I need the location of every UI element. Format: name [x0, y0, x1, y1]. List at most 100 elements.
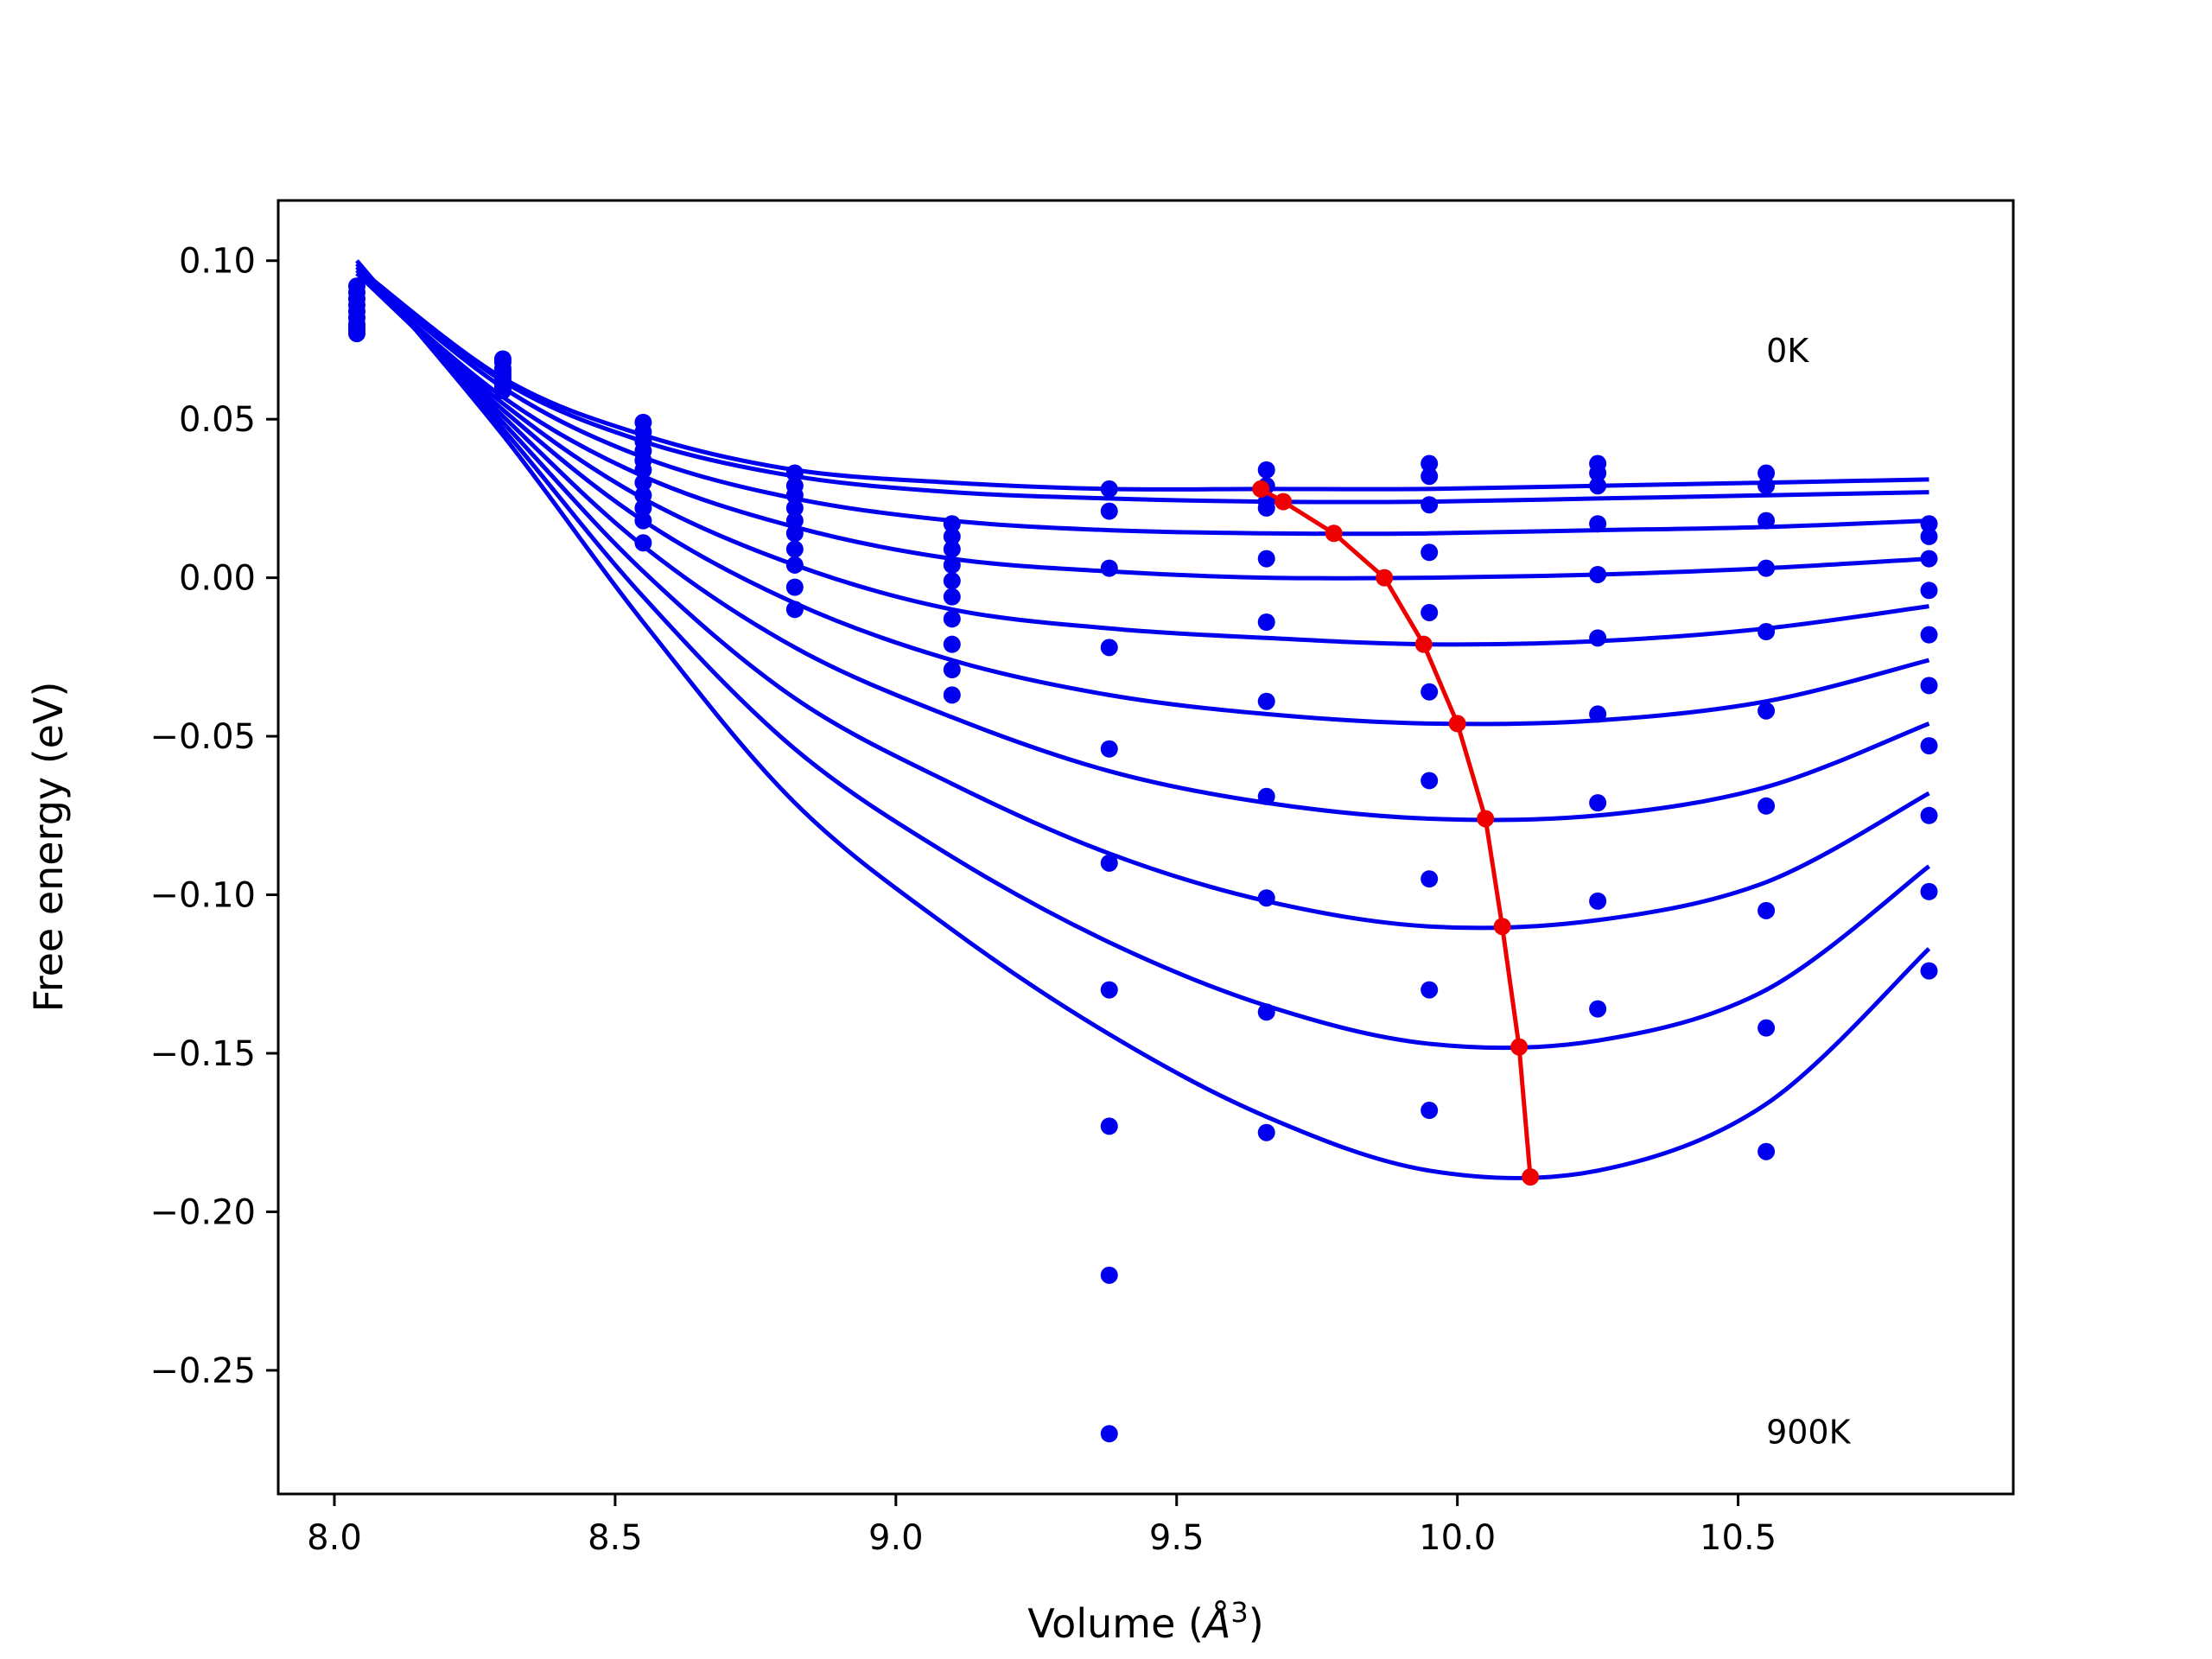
data-point: [1421, 496, 1439, 514]
minimum-point: [1522, 1168, 1540, 1186]
fit-curve-9: [355, 259, 1931, 1180]
data-point: [1257, 499, 1275, 517]
data-point: [1421, 543, 1439, 562]
data-point: [1589, 464, 1607, 482]
minimum-point: [1493, 918, 1511, 936]
data-point: [1589, 629, 1607, 647]
data-point: [1758, 464, 1776, 482]
data-point: [1421, 454, 1439, 473]
data-point: [1920, 550, 1938, 568]
data-point: [634, 486, 652, 505]
data-point: [1589, 565, 1607, 583]
x-tick-label: 10.5: [1700, 1518, 1777, 1558]
y-tick-label: 0.05: [179, 400, 256, 440]
data-point: [634, 499, 652, 517]
fit-curve-6: [355, 268, 1930, 823]
fit-curves: [355, 259, 1931, 1180]
data-point: [1257, 461, 1275, 479]
data-point: [943, 515, 961, 533]
data-point: [634, 512, 652, 530]
data-point: [785, 578, 804, 596]
data-point: [1100, 740, 1118, 758]
data-point: [1920, 626, 1938, 644]
minimum-point: [1477, 810, 1495, 828]
data-point: [943, 556, 961, 574]
annotations: 0K 900K: [1766, 332, 1852, 1451]
data-point: [1100, 559, 1118, 577]
y-tick-label: −0.05: [149, 717, 256, 757]
fit-curve-7: [355, 265, 1930, 931]
data-point: [785, 540, 804, 558]
y-tick-label: 0.10: [179, 242, 256, 282]
x-tick-label: 10.0: [1419, 1518, 1496, 1558]
data-point: [1421, 772, 1439, 790]
data-point: [1758, 797, 1776, 815]
data-point: [1257, 787, 1275, 805]
y-tick-label: 0.00: [179, 559, 256, 599]
data-point: [1257, 1003, 1275, 1021]
data-point: [1421, 683, 1439, 701]
y-tick-label: −0.10: [149, 876, 256, 916]
data-point: [1589, 515, 1607, 533]
data-point: [1100, 480, 1118, 498]
fit-curve-0: [355, 265, 1929, 492]
data-point: [347, 325, 365, 343]
temperature-annotation: 900K: [1766, 1413, 1852, 1451]
y-tick-label: −0.25: [149, 1351, 256, 1391]
x-tick-label: 9.0: [868, 1518, 924, 1558]
data-point: [1920, 962, 1938, 980]
data-point: [943, 686, 961, 704]
data-point: [943, 588, 961, 606]
data-point: [785, 486, 804, 505]
data-point: [1589, 892, 1607, 910]
x-tick-label: 9.5: [1149, 1518, 1205, 1558]
data-point: [1758, 623, 1776, 640]
minima-line: [1252, 480, 1540, 1186]
fit-curve-8: [355, 262, 1931, 1051]
data-point: [785, 499, 804, 517]
data-point: [1421, 1102, 1439, 1120]
minimum-point: [1274, 493, 1293, 511]
data-point: [1758, 512, 1776, 530]
minimum-point: [1414, 635, 1433, 653]
fit-curve-1: [355, 265, 1929, 505]
data-point: [1920, 677, 1938, 695]
data-point: [943, 635, 961, 653]
data-point: [785, 464, 804, 482]
minimum-point: [1510, 1038, 1529, 1056]
plot-frame: [276, 199, 2015, 1496]
data-point: [1100, 1425, 1118, 1443]
fit-curve-5: [355, 271, 1930, 727]
data-point: [1589, 1000, 1607, 1018]
minimum-point: [1252, 480, 1270, 498]
y-axis-label: Free energy (eV): [25, 682, 72, 1013]
data-point: [1589, 705, 1607, 723]
data-point: [1100, 1117, 1118, 1135]
data-point: [785, 512, 804, 530]
data-point: [1758, 477, 1776, 495]
data-point: [1589, 477, 1607, 495]
data-point: [1920, 527, 1938, 545]
minimum-point: [1376, 569, 1394, 587]
data-point: [1257, 889, 1275, 907]
fit-curve-4: [355, 271, 1929, 647]
y-tick-label: −0.15: [149, 1034, 256, 1074]
data-points: [347, 277, 1938, 1443]
data-point: [1257, 550, 1275, 568]
data-point: [1920, 737, 1938, 755]
data-point: [1920, 515, 1938, 533]
data-point: [634, 534, 652, 552]
data-point: [1421, 870, 1439, 888]
data-point: [634, 461, 652, 479]
x-axis-ticks: 8.0 8.5 9.0 9.5 10.0 10.5: [307, 1494, 1777, 1558]
data-point: [785, 524, 804, 543]
data-point: [1100, 854, 1118, 872]
data-point: [1920, 882, 1938, 900]
data-point: [1100, 981, 1118, 999]
data-point: [1100, 1266, 1118, 1284]
data-point: [1589, 794, 1607, 812]
data-point: [1920, 806, 1938, 824]
y-axis-ticks: 0.10 0.05 0.00 −0.05 −0.10 −0.15 −0.20 −0.25: [149, 242, 278, 1391]
data-point: [1421, 467, 1439, 486]
